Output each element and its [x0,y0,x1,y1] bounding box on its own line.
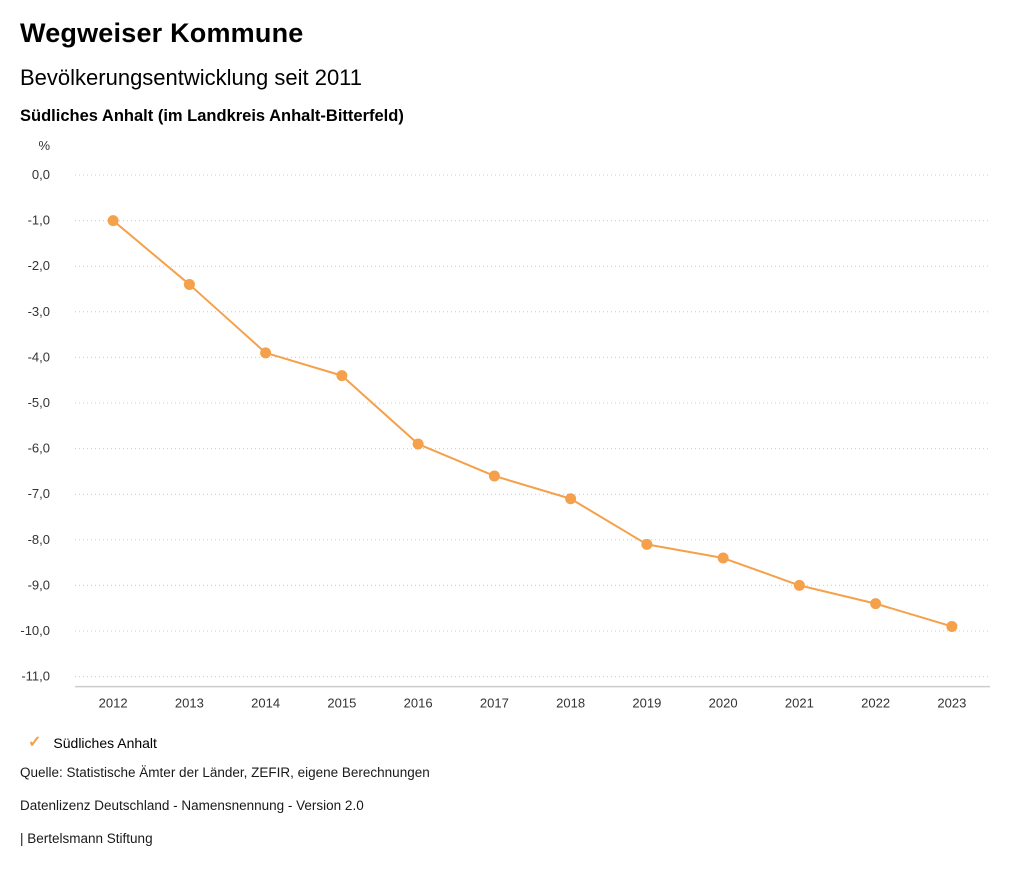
x-tick-label: 2020 [709,696,738,711]
data-point[interactable] [793,579,805,591]
region-label: Südliches Anhalt (im Landkreis Anhalt-Bi… [20,107,404,125]
line-chart: % 0,0 -1,0 -2,0 -3,0 -4,0 -5,0 -6,0 -7,0 -8,0 -9,0… [20,138,990,711]
y-tick-label: -5,0 [28,395,50,410]
data-point[interactable] [336,370,348,382]
x-tick-label: 2022 [861,696,890,711]
y-tick-label: -10,0 [20,623,50,638]
x-tick-label: 2012 [99,696,128,711]
data-point[interactable] [565,493,577,505]
y-tick-label: -3,0 [28,304,50,319]
y-tick-label: -1,0 [28,213,50,228]
source-text: Quelle: Statistische Ämter der Länder, Z… [20,765,430,780]
x-tick-label: 2018 [556,696,585,711]
y-tick-label: -4,0 [28,349,50,364]
chart-legend[interactable]: ✓ Südliches Anhalt [0,727,1024,752]
y-tick-label: -9,0 [28,577,50,592]
series-line [112,219,953,628]
x-tick-label: 2015 [327,696,356,711]
x-tick-label: 2014 [251,696,280,711]
data-point[interactable] [183,278,195,290]
data-point[interactable] [641,538,653,550]
x-tick-label: 2021 [785,696,814,711]
y-tick-label: -11,0 [21,669,50,684]
check-icon: ✓ [28,734,42,751]
data-point[interactable] [870,598,882,610]
y-tick-label: -2,0 [28,258,50,273]
license-text: Datenlizenz Deutschland - Namensnennung … [20,798,364,813]
data-point[interactable] [260,347,272,359]
data-point[interactable] [717,552,729,564]
data-point[interactable] [946,620,958,632]
legend-label: Südliches Anhalt [53,735,157,751]
chart-header: Wegweiser Kommune Bevölkerungsentwicklun… [0,0,1024,126]
data-point[interactable] [412,438,424,450]
x-tick-label: 2017 [480,696,509,711]
data-point[interactable] [488,470,500,482]
x-tick-label: 2013 [175,696,204,711]
chart-footer: Quelle: Statistische Ämter der Länder, Z… [0,751,1024,846]
x-tick-label: 2019 [632,696,661,711]
y-tick-label: 0,0 [32,167,50,182]
y-tick-label: -6,0 [28,441,50,456]
chart-area: % 0,0 -1,0 -2,0 -3,0 -4,0 -5,0 -6,0 -7,0 -8,0 -9,0… [0,130,1024,727]
x-tick-label: 2023 [937,696,966,711]
y-tick-label: -8,0 [28,532,50,547]
chart-subtitle: Bevölkerungsentwicklung seit 2011 [20,65,363,90]
y-tick-label: -7,0 [28,486,50,501]
attribution-text: | Bertelsmann Stiftung [20,831,153,846]
x-tick-label: 2016 [404,696,433,711]
data-point[interactable] [107,215,119,227]
y-axis-unit-label: % [38,138,50,153]
page-title: Wegweiser Kommune [20,18,304,48]
